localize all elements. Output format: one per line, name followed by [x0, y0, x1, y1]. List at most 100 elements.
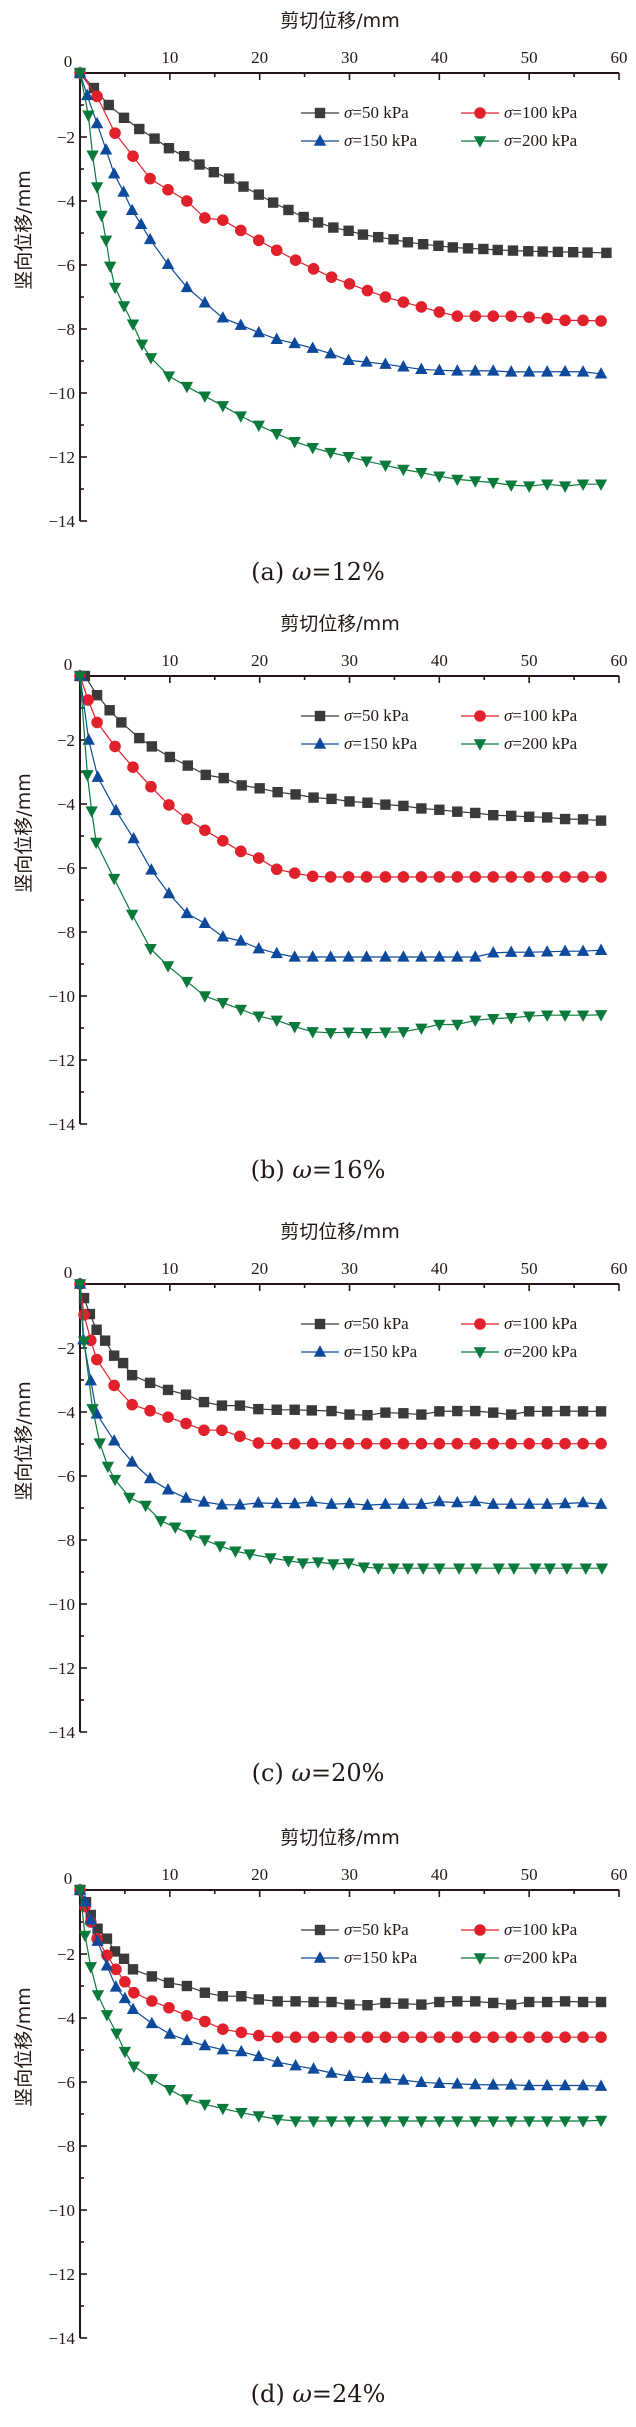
data-point [505, 310, 517, 323]
legend-label: σ=50 kPa [344, 1920, 409, 1939]
legend-item: σ=50 kPa [301, 103, 409, 122]
y-tick-label: −12 [48, 1051, 75, 1070]
y-tick-label: −10 [48, 384, 75, 403]
data-point [507, 1563, 521, 1575]
data-point [252, 2111, 265, 2123]
data-point [577, 1437, 589, 1450]
y-tick-label: −8 [57, 2137, 75, 2156]
data-point [433, 871, 446, 883]
legend-item: σ=150 kPa [301, 1342, 418, 1361]
data-point [344, 1409, 355, 1420]
data-point [198, 1535, 212, 1547]
data-point [252, 1011, 265, 1023]
data-point [119, 1976, 131, 1988]
data-point [288, 336, 301, 349]
data-point [223, 173, 235, 184]
data-point [506, 1999, 517, 2010]
x-axis-title: 剪切位移/mm [280, 10, 399, 32]
data-point [433, 240, 444, 251]
data-point [343, 2031, 356, 2043]
legend-label: σ=200 kPa [504, 131, 578, 150]
data-point [397, 296, 410, 308]
y-tick-label: −12 [48, 448, 75, 467]
data-point [235, 2108, 248, 2120]
data-point [451, 474, 464, 487]
data-point [134, 732, 145, 744]
data-point [73, 671, 87, 683]
data-point [306, 1027, 319, 1039]
data-point [307, 2031, 320, 2043]
x-tick-label: 40 [431, 1259, 448, 1278]
data-point [447, 242, 459, 253]
data-point [110, 1963, 122, 1976]
data-point [488, 1407, 499, 1418]
series-line [79, 1889, 602, 2122]
data-point [101, 1933, 113, 1944]
data-point [540, 2078, 554, 2091]
legend-label: σ=50 kPa [344, 1314, 409, 1333]
data-point [343, 278, 356, 290]
data-point [541, 812, 553, 823]
data-point [487, 2078, 500, 2090]
data-point [161, 257, 175, 270]
data-point [180, 976, 194, 989]
data-point [134, 217, 148, 230]
data-point [213, 1541, 227, 1553]
data-point [559, 813, 571, 825]
data-point [84, 1308, 96, 1320]
data-point [380, 1997, 391, 2009]
data-point [82, 110, 95, 122]
data-point [100, 2010, 114, 2022]
data-point [282, 1556, 295, 1568]
data-point [108, 1379, 120, 1392]
data-point [288, 867, 301, 879]
data-point [252, 325, 265, 338]
data-point [469, 2077, 482, 2090]
data-point [357, 229, 369, 240]
data-point [270, 428, 283, 441]
data-point [217, 2023, 229, 2035]
data-point [118, 1991, 132, 2004]
data-point [198, 2099, 212, 2112]
data-point [95, 210, 108, 223]
data-point [507, 245, 519, 256]
x-tick-label: 50 [521, 48, 538, 67]
data-point [541, 312, 553, 325]
data-point [361, 1498, 374, 1510]
data-point [77, 1336, 91, 1348]
data-point [108, 282, 122, 295]
data-point [99, 143, 113, 155]
data-point [104, 705, 115, 716]
data-point [161, 961, 175, 973]
data-point [181, 1980, 193, 1992]
data-point [343, 2069, 356, 2081]
x-tick-label-origin: 0 [64, 655, 73, 674]
data-point [397, 464, 410, 477]
x-tick-label-origin: 0 [64, 1263, 73, 1282]
data-point [559, 2031, 571, 2043]
data-point [415, 950, 428, 962]
data-point [80, 88, 94, 101]
data-point [126, 1370, 138, 1381]
series-line [79, 72, 602, 375]
data-point [522, 1011, 536, 1023]
data-point [325, 2031, 338, 2043]
data-point [200, 769, 211, 781]
data-point [270, 332, 283, 344]
data-point [576, 2116, 590, 2128]
data-point [576, 365, 590, 377]
data-point [372, 1563, 385, 1575]
data-point [558, 2078, 572, 2091]
data-point [415, 1497, 428, 1509]
data-point [529, 1563, 542, 1575]
series-circle [74, 1278, 607, 1450]
data-point [253, 1994, 264, 2005]
data-point [505, 2031, 517, 2043]
data-point [93, 1438, 106, 1450]
data-point [415, 467, 428, 480]
legend: σ=50 kPa σ=100 kPa σ=150 kPa σ=200 kPa [301, 1920, 578, 1967]
data-point [116, 717, 127, 728]
data-point [415, 301, 428, 313]
series-triangle-up [73, 66, 608, 379]
data-point [288, 1496, 301, 1509]
